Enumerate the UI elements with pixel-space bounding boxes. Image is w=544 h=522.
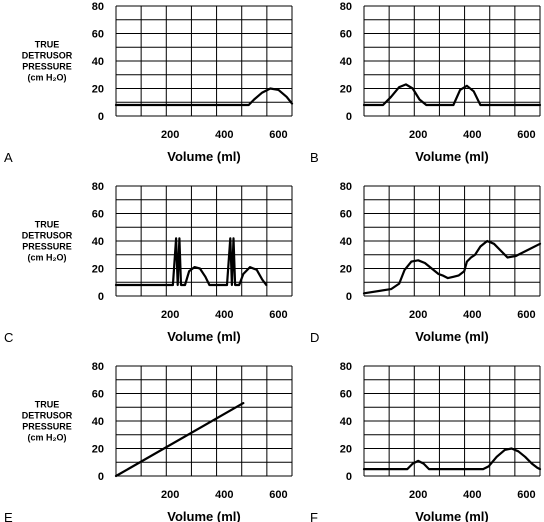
y-tick-label: 40 bbox=[92, 236, 104, 248]
x-tick-label: 200 bbox=[409, 489, 427, 501]
y-tick-label: 80 bbox=[340, 1, 352, 13]
x-axis-label: Volume (ml) bbox=[167, 509, 240, 522]
y-axis-label-line: PRESSURE bbox=[22, 62, 72, 72]
x-tick-label: 400 bbox=[215, 489, 233, 501]
x-axis-label: Volume (ml) bbox=[415, 509, 488, 522]
x-tick-label: 200 bbox=[161, 129, 179, 141]
y-tick-label: 0 bbox=[346, 111, 352, 123]
y-tick-label: 40 bbox=[92, 56, 104, 68]
x-tick-label: 600 bbox=[517, 489, 535, 501]
y-tick-label: 40 bbox=[340, 236, 352, 248]
y-tick-label: 40 bbox=[340, 56, 352, 68]
data-series-line bbox=[362, 83, 542, 107]
y-tick-label: 20 bbox=[340, 84, 352, 96]
y-tick-label: 0 bbox=[98, 291, 104, 303]
y-tick-label: 20 bbox=[340, 444, 352, 456]
panel-f: 0 20 40 60 80 200 400 600 Volume (ml) F bbox=[310, 361, 542, 522]
x-tick-label: 200 bbox=[161, 309, 179, 321]
y-tick-label: 20 bbox=[92, 84, 104, 96]
x-tick-label: 400 bbox=[463, 489, 481, 501]
y-tick-label: 60 bbox=[340, 209, 352, 221]
x-axis-label: Volume (ml) bbox=[167, 329, 240, 344]
x-axis-label: Volume (ml) bbox=[415, 329, 488, 344]
x-tick-label: 200 bbox=[161, 489, 179, 501]
x-tick-label: 200 bbox=[409, 129, 427, 141]
data-series-line bbox=[114, 237, 268, 287]
panel-a: 0 20 40 60 80 200 400 600 Volume (ml) A TRUEDETRUS… bbox=[4, 1, 294, 165]
y-tick-label: 0 bbox=[346, 471, 352, 483]
data-series-line bbox=[114, 402, 245, 478]
y-axis-label-line: (cm H₂O) bbox=[27, 253, 66, 263]
data-series-line bbox=[114, 87, 294, 107]
panel-e: 0 20 40 60 80 200 400 600 Volume (ml) E TRUEDETRUS… bbox=[4, 361, 293, 522]
y-tick-label: 0 bbox=[98, 111, 104, 123]
y-tick-label: 60 bbox=[92, 209, 104, 221]
y-axis-label-line: (cm H₂O) bbox=[27, 433, 66, 443]
panel-c: 0 20 40 60 80 200 400 600 Volume (ml) C TRUEDETRUS… bbox=[4, 181, 293, 345]
x-axis-label: Volume (ml) bbox=[167, 149, 240, 164]
x-tick-label: 400 bbox=[463, 129, 481, 141]
y-tick-label: 40 bbox=[340, 416, 352, 428]
x-tick-label: 600 bbox=[517, 309, 535, 321]
y-tick-label: 60 bbox=[340, 389, 352, 401]
x-tick-label: 600 bbox=[269, 489, 287, 501]
panel-letter: D bbox=[310, 330, 319, 345]
y-tick-label: 80 bbox=[340, 181, 352, 193]
y-tick-label: 0 bbox=[346, 291, 352, 303]
y-axis-label-line: DETRUSOR bbox=[22, 51, 73, 61]
y-tick-label: 0 bbox=[98, 471, 104, 483]
x-tick-label: 400 bbox=[463, 309, 481, 321]
panel-letter: A bbox=[4, 150, 13, 165]
y-tick-label: 60 bbox=[92, 389, 104, 401]
x-tick-label: 400 bbox=[215, 129, 233, 141]
y-axis-label-line: TRUE bbox=[35, 220, 60, 230]
panel-letter: C bbox=[4, 330, 13, 345]
y-tick-label: 20 bbox=[92, 264, 104, 276]
panel-letter: B bbox=[310, 150, 319, 165]
y-tick-label: 80 bbox=[92, 361, 104, 373]
y-axis-label-line: PRESSURE bbox=[22, 422, 72, 432]
y-tick-label: 40 bbox=[92, 416, 104, 428]
y-tick-label: 60 bbox=[92, 29, 104, 41]
y-axis-label-line: (cm H₂O) bbox=[27, 73, 66, 83]
y-tick-label: 80 bbox=[340, 361, 352, 373]
panel-b: 0 20 40 60 80 200 400 600 Volume (ml) B bbox=[310, 1, 542, 165]
x-tick-label: 600 bbox=[269, 129, 287, 141]
y-tick-label: 80 bbox=[92, 181, 104, 193]
x-tick-label: 600 bbox=[517, 129, 535, 141]
y-tick-label: 20 bbox=[92, 444, 104, 456]
data-series-line bbox=[362, 447, 542, 471]
x-tick-label: 400 bbox=[215, 309, 233, 321]
y-tick-label: 20 bbox=[340, 264, 352, 276]
y-axis-label-line: DETRUSOR bbox=[22, 411, 73, 421]
y-axis-label-line: TRUE bbox=[35, 40, 60, 50]
y-axis-label-line: PRESSURE bbox=[22, 242, 72, 252]
y-axis-label-line: TRUE bbox=[35, 400, 60, 410]
panel-d: 0 20 40 60 80 200 400 600 Volume (ml) D bbox=[310, 181, 542, 345]
panel-letter: E bbox=[4, 510, 13, 522]
x-tick-label: 200 bbox=[409, 309, 427, 321]
x-tick-label: 600 bbox=[269, 309, 287, 321]
data-series-line bbox=[362, 239, 542, 295]
y-axis-label-line: DETRUSOR bbox=[22, 231, 73, 241]
panel-letter: F bbox=[310, 510, 318, 522]
x-axis-label: Volume (ml) bbox=[415, 149, 488, 164]
y-tick-label: 80 bbox=[92, 1, 104, 13]
y-tick-label: 60 bbox=[340, 29, 352, 41]
